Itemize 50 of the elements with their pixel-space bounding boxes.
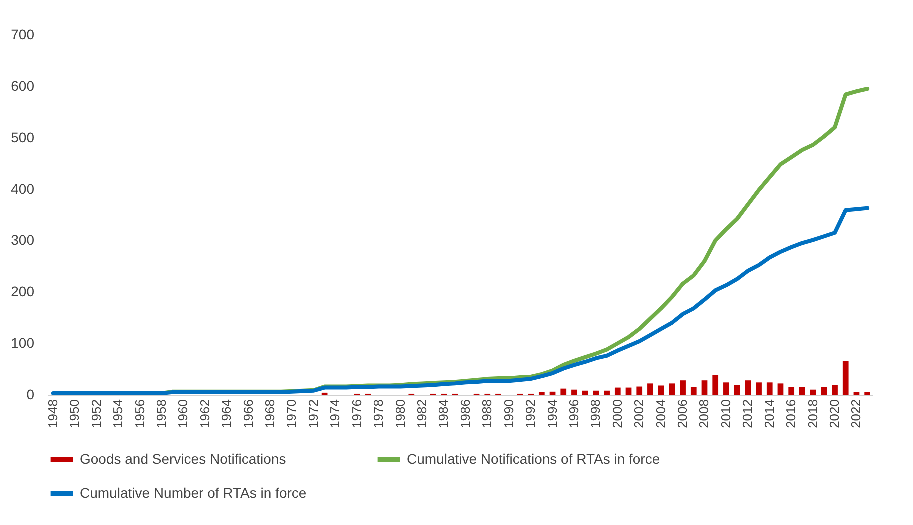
x-tick-label: 1974 (328, 400, 343, 428)
legend-label: Cumulative Number of RTAs in force (80, 485, 307, 501)
x-tick-label: 1996 (566, 400, 582, 428)
x-tick-label: 1958 (154, 400, 169, 428)
y-tick-label: 200 (11, 284, 35, 300)
x-tick-label: 1964 (219, 400, 234, 428)
x-tick-label: 1952 (88, 400, 104, 428)
x-tick-label: 2022 (848, 400, 864, 428)
x-tick-label: 2000 (610, 400, 625, 428)
x-tick-label: 1966 (240, 400, 256, 428)
legend-label: Goods and Services Notifications (80, 451, 286, 467)
x-tick-label: 2002 (632, 400, 647, 428)
x-tick-label: 2004 (653, 400, 668, 428)
x-tick-label: 1970 (284, 400, 300, 428)
x-tick-label: 1984 (436, 400, 452, 428)
x-tick-label: 1992 (523, 400, 538, 428)
x-tick-label: 1982 (414, 400, 430, 428)
x-tick-label: 1948 (45, 400, 60, 428)
y-tick-label: 600 (11, 78, 35, 94)
x-tick-label: 2012 (740, 400, 756, 428)
x-tick-label: 1986 (458, 400, 473, 428)
x-tick-label: 2010 (718, 400, 734, 428)
x-tick-label: 1954 (110, 400, 126, 428)
x-tick-label: 1956 (132, 400, 148, 428)
y-tick-label: 700 (11, 26, 35, 42)
x-tick-label: 1968 (262, 400, 278, 428)
x-tick-label: 1994 (544, 400, 560, 428)
x-tick-label: 1950 (67, 400, 82, 428)
x-tick-label: 2018 (805, 400, 820, 428)
x-tick-label: 1962 (197, 400, 212, 428)
x-tick-label: 1960 (176, 400, 191, 428)
x-tick-label: 2016 (784, 400, 799, 428)
legend-label: Cumulative Notifications of RTAs in force (407, 451, 660, 467)
y-tick-label: 500 (11, 129, 35, 146)
x-tick-label: 1978 (371, 400, 386, 428)
y-tick-label: 400 (11, 180, 35, 197)
x-tick-label: 1976 (349, 400, 364, 428)
x-tick-label: 1990 (501, 400, 516, 428)
x-tick-label: 1980 (392, 400, 408, 428)
x-tick-label: 2006 (675, 400, 690, 428)
x-tick-label: 2008 (696, 400, 712, 428)
x-tick-label: 1988 (480, 400, 495, 428)
x-tick-label: 1998 (588, 400, 604, 428)
x-tick-label: 2020 (827, 400, 842, 428)
y-tick-label: 0 (26, 386, 35, 402)
x-tick-label: 1972 (306, 400, 321, 428)
y-tick-label: 300 (11, 232, 35, 248)
y-tick-label: 100 (11, 335, 35, 352)
x-tick-label: 2014 (762, 400, 777, 428)
line-series (51, 206, 870, 396)
